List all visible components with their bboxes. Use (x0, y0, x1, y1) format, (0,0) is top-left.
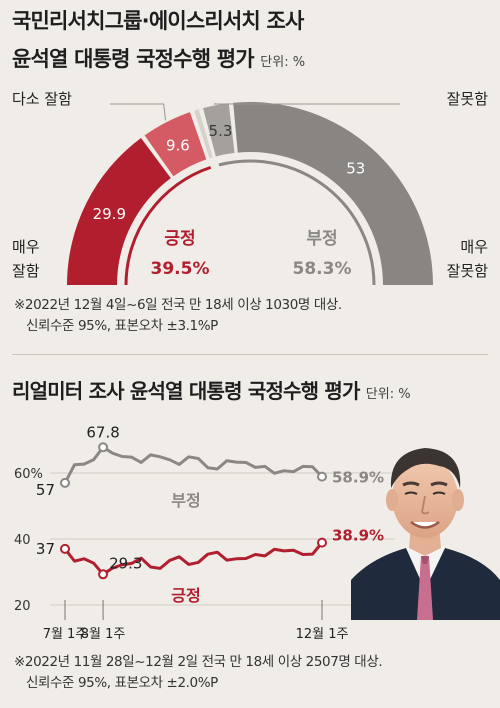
gauge-leader-line (213, 102, 400, 105)
gauge-value-label: 53 (346, 160, 365, 178)
gauge-label-very-good-1: 매우 (12, 238, 40, 256)
data-point-marker (317, 537, 327, 548)
series-line (63, 445, 324, 484)
gauge-segment (67, 137, 171, 285)
gauge-label-very-bad-1: 매우 (460, 238, 488, 256)
line-note-line1: ※2022년 11월 28일~12월 2일 전국 만 18세 이상 2507명 … (14, 654, 383, 670)
y-tick-label: 20 (14, 599, 31, 614)
gauge-inner-ring (124, 165, 212, 286)
series-name-negative: 부정 (171, 491, 200, 510)
x-tick-label: 7월 1주 (43, 627, 88, 642)
line-title: 리얼미터 조사 윤석열 대통령 국정수행 평가 단위: % (12, 376, 411, 410)
gauge-label-somewhat-good: 다소 잘함 (12, 90, 72, 108)
x-tick-label: 12월 1주 (296, 627, 349, 642)
gauge-note-line2: 신뢰수준 95%, 표본오차 ±3.1%P (26, 318, 218, 334)
gauge-value-label: 9.6 (166, 136, 190, 154)
series-line (63, 541, 324, 576)
gauge-value-label: 29.9 (93, 205, 126, 223)
gauge-title-line1: 국민리서치그룹·에이스리서치 조사 (12, 9, 304, 33)
data-point-marker (60, 477, 70, 488)
x-tick-label: 8월 1주 (81, 627, 126, 642)
gauge-negative-value: 58.3% (293, 259, 352, 279)
gauge-title-line2: 윤석열 대통령 국정수행 평가 단위: % (12, 44, 305, 78)
gauge-leader-line (110, 103, 167, 121)
gauge-segment (233, 102, 433, 286)
gauge-note-line1: ※2022년 12월 4일~6일 전국 만 18세 이상 1030명 대상. (14, 297, 342, 313)
data-point-marker (98, 442, 109, 453)
gauge-label-bad: 잘못함 (447, 90, 489, 108)
data-label-trough: 29.3 (109, 554, 142, 572)
data-point-marker (60, 543, 70, 554)
gauge-positive-value: 39.5% (151, 259, 210, 279)
data-point-marker (317, 471, 327, 482)
data-label-end: 38.9% (332, 527, 384, 545)
gauge-positive-label: 긍정 (164, 229, 195, 249)
data-label-start: 37 (36, 540, 55, 558)
y-tick-label: 60% (14, 467, 43, 482)
line-note-line2: 신뢰수준 95%, 표본오차 ±2.0%P (26, 675, 218, 691)
section-divider (12, 354, 488, 355)
line-unit-label: 단위: % (365, 387, 411, 402)
gauge-unit-label: 단위: % (260, 55, 306, 70)
gauge-label-very-bad-2: 잘못함 (447, 262, 489, 280)
gauge-inner-ring (218, 159, 376, 286)
gauge-negative-label: 부정 (306, 229, 337, 249)
gauge-label-very-good-2: 잘함 (12, 262, 40, 280)
y-tick-label: 40 (14, 533, 31, 548)
data-label-peak: 67.8 (86, 423, 119, 441)
data-point-marker (98, 569, 109, 580)
series-name-positive: 긍정 (171, 586, 200, 605)
gauge-segment (144, 112, 207, 177)
gauge-segment (194, 109, 213, 159)
data-label-end: 58.9% (332, 469, 384, 487)
portrait-illustration (351, 448, 500, 620)
gauge-value-label: 5.3 (209, 122, 233, 140)
gauge-segment (203, 103, 235, 157)
portrait-photo (351, 430, 500, 620)
gauge-title-text: 윤석열 대통령 국정수행 평가 (12, 47, 255, 71)
line-title-text: 리얼미터 조사 윤석열 대통령 국정수행 평가 (12, 379, 360, 403)
data-label-start: 57 (36, 481, 55, 499)
